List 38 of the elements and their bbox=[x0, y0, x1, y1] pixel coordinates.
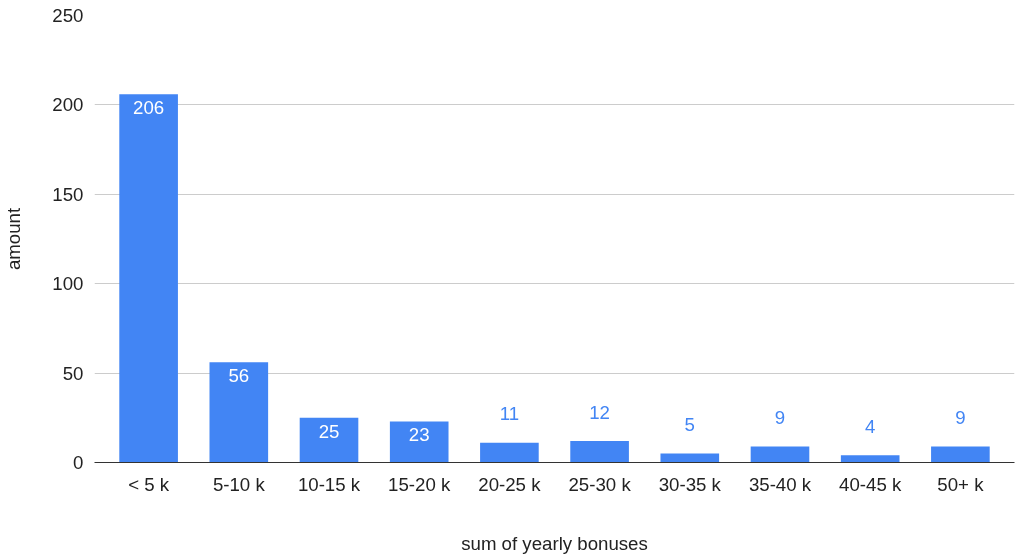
data-label: 25 bbox=[318, 420, 340, 442]
x-tick-label: 20-25 k bbox=[478, 473, 542, 495]
bar bbox=[389, 421, 449, 463]
data-label: 56 bbox=[228, 365, 250, 387]
bar bbox=[660, 453, 720, 463]
y-tick-label: 100 bbox=[52, 273, 84, 295]
data-label: 5 bbox=[684, 414, 695, 436]
bar bbox=[570, 441, 629, 463]
x-tick-label: 15-20 k bbox=[388, 473, 451, 495]
data-label: 206 bbox=[133, 96, 165, 118]
x-tick-label: 5-10 k bbox=[212, 473, 266, 495]
x-tick-label: 50+ k bbox=[937, 473, 985, 495]
x-tick-label: 10-15 k bbox=[297, 473, 361, 495]
bar bbox=[750, 446, 810, 463]
data-label: 23 bbox=[408, 424, 430, 446]
bar bbox=[209, 362, 269, 463]
y-tick-label: 50 bbox=[62, 362, 84, 384]
y-tick-label: 250 bbox=[52, 5, 84, 26]
data-label: 9 bbox=[955, 407, 966, 429]
x-tick-label: 30-35 k bbox=[658, 473, 722, 495]
data-label: 9 bbox=[774, 407, 786, 429]
x-tick-label: 40-45 k bbox=[839, 473, 902, 495]
bar bbox=[119, 94, 178, 463]
data-label: 4 bbox=[865, 416, 876, 437]
bar bbox=[840, 455, 900, 463]
x-tick-label: 25-30 k bbox=[568, 473, 632, 495]
bar bbox=[931, 446, 990, 463]
data-label: 11 bbox=[499, 403, 520, 425]
y-tick-label: 200 bbox=[52, 94, 84, 116]
x-tick-label: < 5 k bbox=[128, 473, 170, 495]
bar bbox=[480, 442, 539, 463]
y-tick-label: 150 bbox=[52, 183, 84, 205]
bar bbox=[299, 417, 359, 463]
y-axis-title: amount bbox=[3, 207, 25, 271]
x-tick-label: 35-40 k bbox=[748, 473, 812, 495]
x-axis-title: sum of yearly bonuses bbox=[461, 532, 648, 554]
data-label: 12 bbox=[589, 401, 610, 423]
y-tick-label: 0 bbox=[73, 452, 84, 473]
